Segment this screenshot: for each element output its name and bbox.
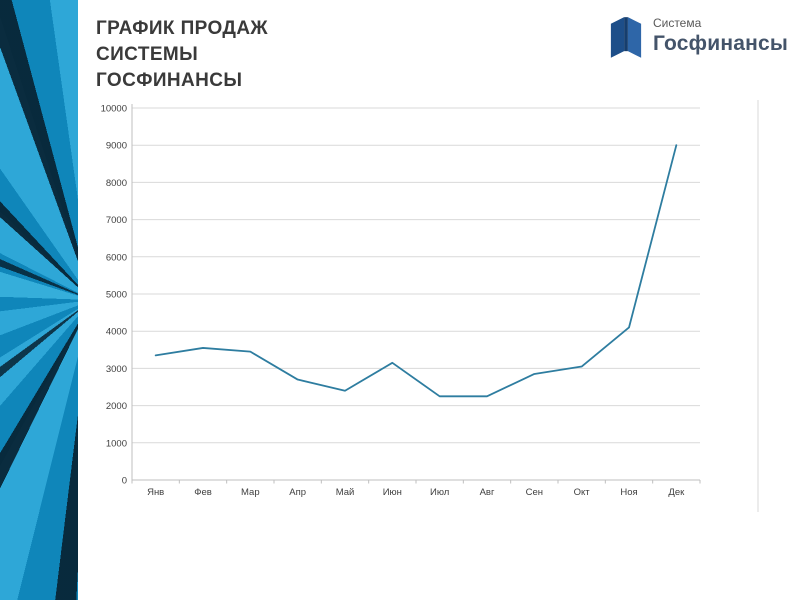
x-tick-label: Мар — [241, 487, 260, 498]
x-tick-label: Окт — [574, 487, 591, 498]
y-tick-label: 5000 — [106, 290, 127, 301]
y-tick-label: 3000 — [106, 364, 127, 375]
y-tick-label: 6000 — [106, 252, 127, 263]
page-title-line-3: ГОСФИНАНСЫ — [96, 70, 243, 91]
x-tick-label: Янв — [147, 487, 164, 498]
gosfinансы-logo: Система Госфинансы — [609, 14, 788, 60]
x-tick-label: Дек — [668, 487, 685, 498]
y-tick-label: 1000 — [106, 438, 127, 449]
x-tick-label: Ноя — [620, 487, 637, 498]
x-tick-label: Сен — [526, 487, 543, 498]
logo-bottom-label: Госфинансы — [652, 32, 788, 55]
logo-top-label: Система — [652, 16, 702, 30]
x-tick-label: Июн — [383, 487, 402, 498]
x-tick-label: Май — [336, 487, 355, 498]
y-tick-label: 2000 — [106, 401, 127, 412]
y-tick-label: 9000 — [106, 141, 127, 152]
page-title: ГРАФИК ПРОДАЖ СИСТЕМЫ ГОСФИНАНСЫ — [96, 16, 268, 94]
x-tick-label: Авг — [480, 487, 495, 498]
y-tick-label: 8000 — [106, 178, 127, 189]
y-tick-label: 10000 — [101, 104, 127, 115]
x-tick-label: Фев — [194, 487, 212, 498]
x-tick-label: Июл — [430, 487, 449, 498]
page-title-line-2: СИСТЕМЫ — [96, 44, 199, 65]
sales-line-chart: 0 1000 2000 3000 4000 5000 6000 7000 8000 9000 100… — [96, 100, 772, 525]
chart-canvas: 0 1000 2000 3000 4000 5000 6000 7000 8000 9000 100… — [101, 100, 759, 512]
y-tick-label: 7000 — [106, 215, 127, 226]
page-title-line-1: ГРАФИК ПРОДАЖ — [96, 18, 269, 39]
x-tick-label: Апр — [289, 487, 306, 498]
y-tick-label: 0 — [122, 476, 127, 487]
sales-line — [154, 144, 678, 398]
y-tick-label: 4000 — [106, 327, 127, 338]
book-icon — [610, 17, 642, 58]
decorative-starburst-band — [0, 0, 78, 600]
logo-texts: Система Госфинансы — [653, 14, 788, 56]
